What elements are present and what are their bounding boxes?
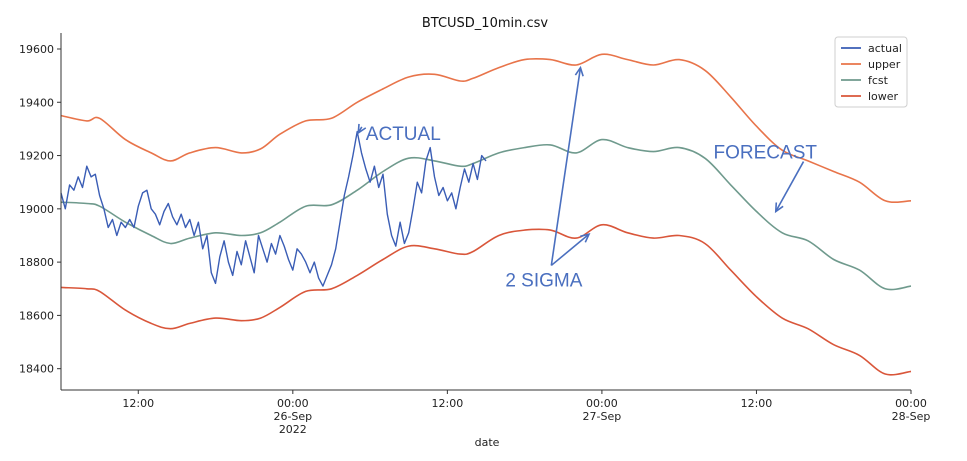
arrow-head bbox=[574, 65, 584, 77]
legend: actual upper fcst lower bbox=[834, 36, 908, 108]
arrow-head bbox=[580, 232, 591, 243]
y-tick-label: 18600 bbox=[19, 309, 54, 322]
axes-layer: 18400 18600 18800 19000 19200 19400 19600 12:00… bbox=[19, 33, 930, 436]
series-layer bbox=[60, 53, 912, 376]
legend-box bbox=[834, 36, 908, 108]
y-tick-label: 19200 bbox=[19, 150, 54, 163]
arrow-head bbox=[774, 202, 784, 214]
arrow-head bbox=[357, 123, 367, 135]
legend-label-actual: actual bbox=[868, 42, 902, 55]
annotations-layer: ACTUAL 2 SIGMA FORECAST bbox=[357, 65, 818, 291]
y-tick-label: 18400 bbox=[19, 363, 54, 376]
annotation-actual: ACTUAL bbox=[366, 124, 441, 145]
annotation-arrow bbox=[550, 233, 590, 267]
y-tick-label: 18800 bbox=[19, 256, 54, 269]
x-tick-label: 26-Sep bbox=[273, 410, 312, 423]
annotation-2-sigma: 2 SIGMA bbox=[505, 270, 582, 291]
y-tick-label: 19600 bbox=[19, 43, 54, 56]
x-tick-label: 27-Sep bbox=[583, 410, 622, 423]
x-tick-label: 12:00 bbox=[122, 397, 154, 410]
annotation-forecast: FORECAST bbox=[714, 143, 818, 164]
series-line-fcst bbox=[60, 138, 912, 291]
x-tick-label: 00:00 bbox=[277, 397, 309, 410]
x-tick-label: 12:00 bbox=[741, 397, 773, 410]
x-tick-label: 12:00 bbox=[432, 397, 464, 410]
y-tick-label: 19000 bbox=[19, 203, 54, 216]
annotation-arrow bbox=[775, 161, 805, 212]
legend-label-lower: lower bbox=[868, 90, 899, 103]
x-tick-label: 28-Sep bbox=[892, 410, 931, 423]
y-tick-label: 19400 bbox=[19, 96, 54, 109]
x-tick-label: 00:00 bbox=[895, 397, 927, 410]
chart-title: BTCUSD_10min.csv bbox=[422, 16, 549, 31]
series-line-lower bbox=[60, 223, 912, 376]
x-tick-label: 00:00 bbox=[586, 397, 618, 410]
x-axis-label: date bbox=[475, 436, 500, 449]
x-tick-label: 2022 bbox=[279, 423, 307, 436]
legend-label-upper: upper bbox=[868, 58, 901, 71]
annotation-arrow bbox=[550, 67, 582, 266]
series-line-actual bbox=[60, 130, 487, 287]
series-line-upper bbox=[60, 53, 912, 204]
legend-label-fcst: fcst bbox=[868, 74, 889, 87]
